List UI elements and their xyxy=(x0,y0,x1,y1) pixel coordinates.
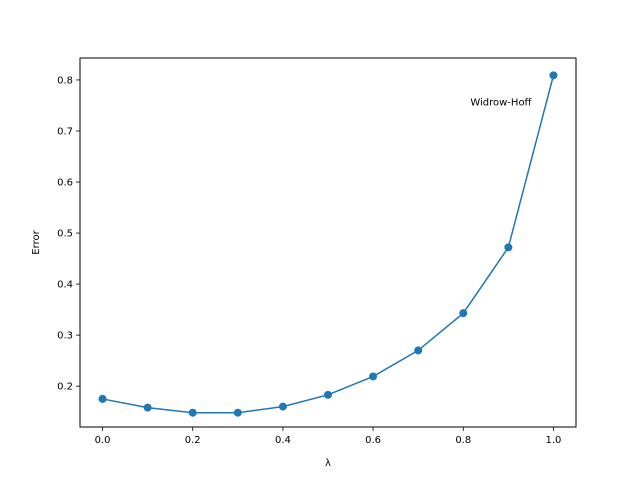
plot-area xyxy=(98,71,558,417)
axes-frame xyxy=(79,57,577,428)
y-tick-label: 0.8 xyxy=(57,75,73,86)
x-axis: 0.0 0.2 0.4 0.6 0.8 1.0 xyxy=(95,427,562,446)
data-point xyxy=(233,408,242,417)
y-tick-label: 0.6 xyxy=(57,178,73,189)
data-point xyxy=(143,403,152,412)
x-axis-label: λ xyxy=(325,458,331,469)
y-axis-label: Error xyxy=(31,229,42,254)
data-point xyxy=(549,71,558,80)
x-tick-label: 0.2 xyxy=(185,435,201,446)
y-tick-label: 0.7 xyxy=(57,126,73,137)
data-point xyxy=(369,372,378,381)
data-point xyxy=(98,394,107,403)
data-point xyxy=(188,408,197,417)
x-tick-label: 0.6 xyxy=(365,435,381,446)
y-tick-label: 0.5 xyxy=(57,229,73,240)
x-tick-label: 0.0 xyxy=(95,435,111,446)
data-point xyxy=(278,402,287,411)
data-point xyxy=(414,346,423,355)
annotation-label: Widrow-Hoff xyxy=(470,97,532,108)
data-point xyxy=(459,309,468,318)
y-tick-label: 0.3 xyxy=(57,331,73,342)
x-tick-label: 0.4 xyxy=(275,435,291,446)
x-tick-label: 1.0 xyxy=(546,435,562,446)
y-axis: 0.2 0.3 0.4 0.5 0.6 0.7 0.8 xyxy=(57,75,80,393)
data-point xyxy=(324,390,332,399)
y-tick-label: 0.4 xyxy=(57,280,73,291)
y-tick-label: 0.2 xyxy=(57,382,73,393)
x-tick-label: 0.8 xyxy=(455,435,471,446)
data-point xyxy=(504,243,513,252)
